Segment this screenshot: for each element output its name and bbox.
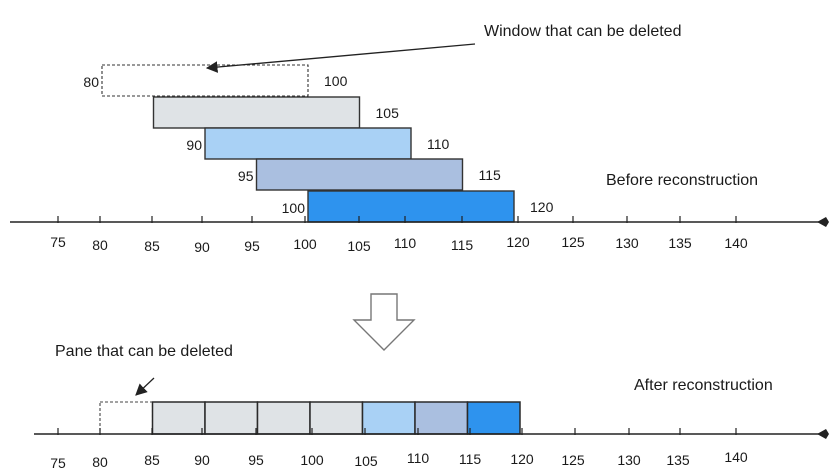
axis-tick-label: 85 [144, 238, 160, 254]
axis-tick-label: 140 [724, 449, 748, 465]
axis-tick-label: 90 [194, 452, 210, 468]
axis-tick-label: 120 [506, 234, 530, 250]
axis-tick-label: 135 [668, 235, 692, 251]
window-bar [307, 190, 515, 223]
axis-tick-label: 110 [394, 235, 417, 251]
pane-block [361, 401, 416, 435]
after-panes-group [99, 401, 521, 435]
window-end-label: 120 [530, 199, 554, 215]
axis-tick-label: 80 [92, 237, 108, 253]
pane-block [309, 401, 364, 435]
caption-pane-deletable: Pane that can be deleted [55, 343, 233, 360]
caption-window-deletable: Window that can be deleted [484, 23, 681, 40]
axis-tick-label: 100 [300, 452, 324, 468]
axis-tick-label: 105 [347, 238, 371, 254]
window-end-label: 100 [324, 73, 348, 89]
axis-tick-label: 80 [92, 454, 108, 470]
axis-tick-label: 120 [510, 451, 534, 467]
window-start-label: 100 [282, 200, 306, 216]
axis-tick-label: 75 [50, 234, 66, 250]
axis-tick-label: 125 [561, 452, 585, 468]
axis-arrow-icon [817, 429, 829, 439]
window-end-label: 110 [427, 136, 450, 152]
pane-block [151, 401, 206, 435]
axis-arrow-icon [817, 217, 829, 227]
axis-tick-label: 115 [459, 451, 482, 467]
window-bar [152, 96, 361, 129]
axis-tick-label: 95 [244, 238, 260, 254]
before-timeline-axis: 75 80 85 90 95 100 105 110 115 120 125 130 135 140 [10, 216, 829, 255]
axis-tick-label: 140 [724, 235, 748, 251]
pane-block [99, 401, 154, 435]
axis-tick-label: 95 [248, 452, 264, 468]
axis-tick-label: 130 [615, 235, 639, 251]
axis-tick-label: 100 [293, 236, 317, 252]
axis-tick-label: 115 [451, 237, 474, 253]
window-end-label: 115 [479, 167, 502, 183]
axis-tick-label: 125 [561, 234, 585, 250]
axis-tick-label: 130 [617, 452, 641, 468]
pointer-arrow-pane [135, 377, 155, 396]
axis-tick-label: 105 [354, 453, 378, 469]
window-bar [204, 127, 412, 160]
pane-block [466, 401, 521, 435]
pane-block [414, 401, 469, 435]
pane-block [204, 401, 259, 435]
pointer-arrow-window [205, 43, 476, 73]
axis-tick-label: 90 [194, 239, 210, 255]
window-bar [101, 64, 309, 97]
pane-block [256, 401, 311, 435]
caption-after-reconstruction: After reconstruction [634, 377, 773, 394]
before-windows-group: 80 100 105 90 110 95 115 100 120 [83, 64, 554, 223]
axis-tick-label: 110 [407, 450, 430, 466]
after-timeline-axis: 75 80 85 90 95 100 105 110 115 120 125 130 135 140 [34, 428, 829, 471]
axis-tick-label: 135 [666, 452, 690, 468]
axis-tick-label: 75 [50, 455, 66, 471]
window-start-label: 80 [83, 74, 99, 90]
window-end-label: 105 [376, 105, 400, 121]
down-arrow-icon [352, 293, 416, 351]
axis-tick-label: 85 [144, 452, 160, 468]
caption-before-reconstruction: Before reconstruction [606, 172, 758, 189]
window-start-label: 95 [238, 168, 254, 184]
window-bar [255, 158, 464, 191]
window-start-label: 90 [186, 137, 202, 153]
